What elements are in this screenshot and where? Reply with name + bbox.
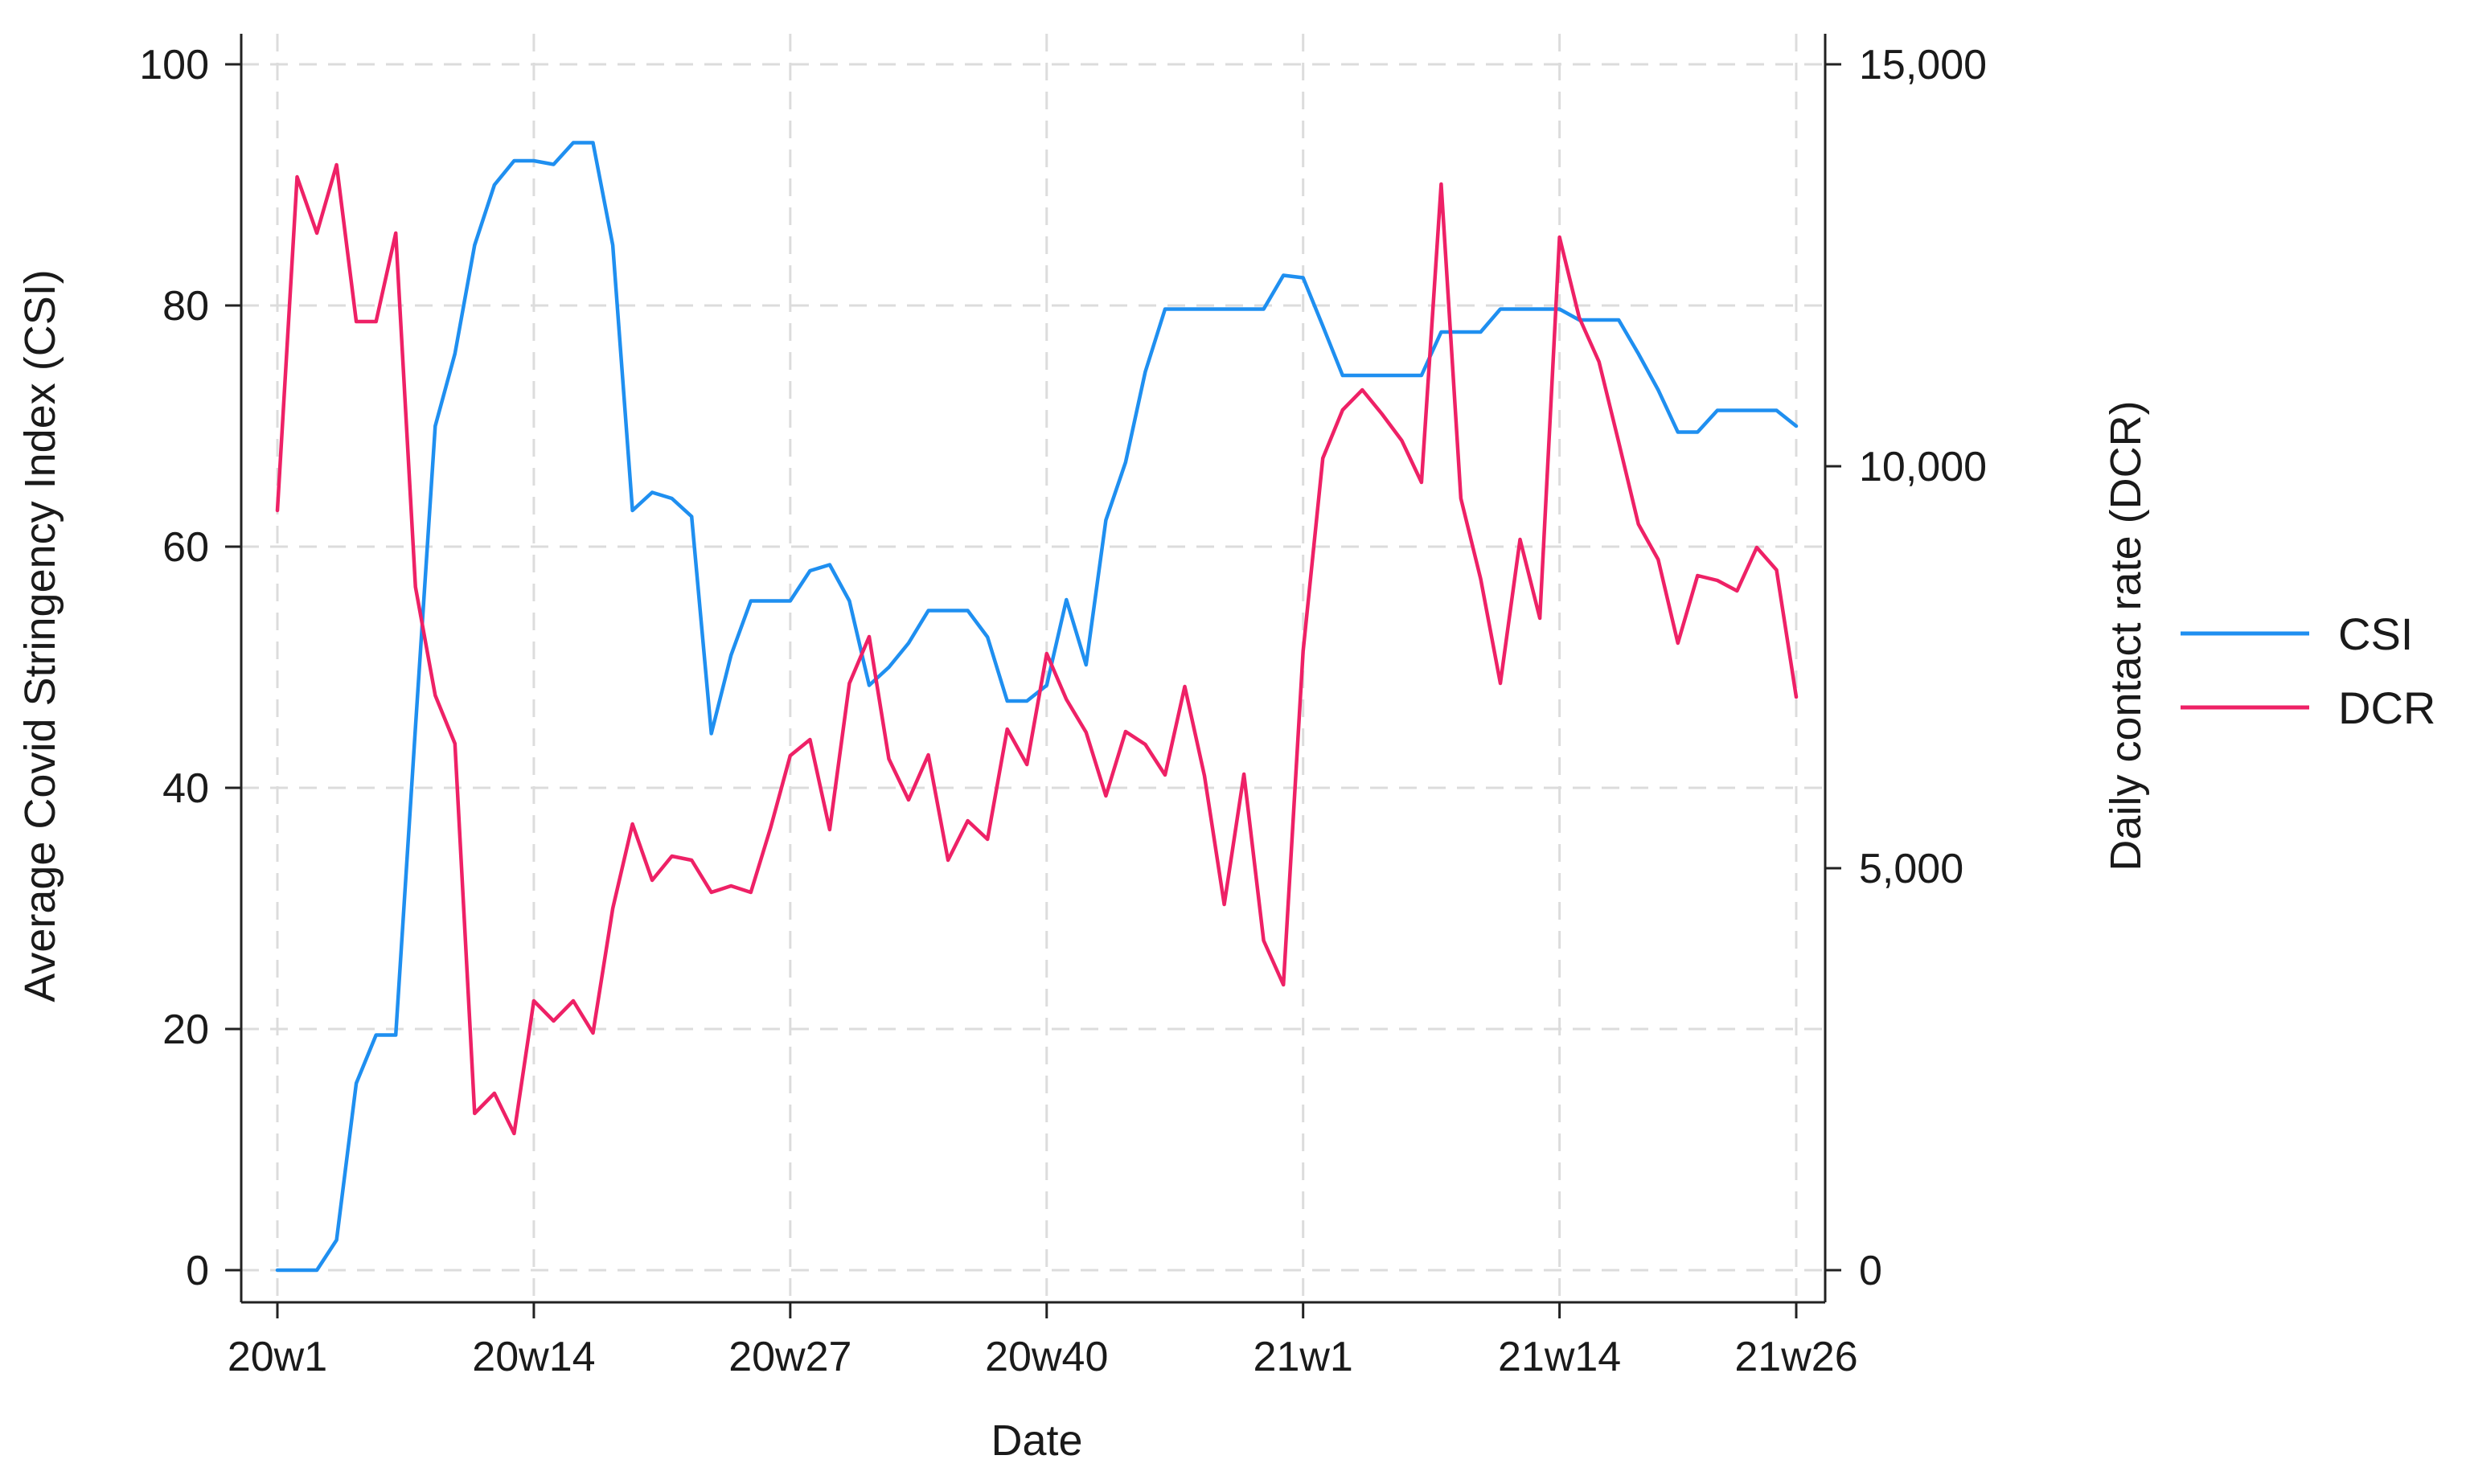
x-tick-label: 20w1 <box>228 1334 327 1380</box>
y-left-tick-label: 40 <box>162 765 209 812</box>
x-tick-label: 20w40 <box>985 1334 1108 1380</box>
x-tick-label: 21w26 <box>1734 1334 1857 1380</box>
y-left-tick-label: 20 <box>162 1006 209 1053</box>
x-tick-label: 20w14 <box>472 1334 595 1380</box>
y-right-tick-label: 10,000 <box>1859 444 1987 490</box>
x-tick-label: 21w1 <box>1254 1334 1353 1380</box>
legend: CSI DCR <box>2181 609 2435 733</box>
axes <box>240 34 1827 1304</box>
x-tick-label: 20w27 <box>728 1334 851 1380</box>
series-line-csi <box>275 141 1799 1273</box>
series-line-dcr <box>275 162 1799 1136</box>
x-tick-label: 21w14 <box>1498 1334 1621 1380</box>
y-left-tick-label: 60 <box>162 524 209 571</box>
ticks: 0 20 40 60 80 100 0 5,000 10,000 15,000 20w1 20w14 2… <box>139 42 1987 1380</box>
y-right-axis-title: Daily contact rate (DCR) <box>2102 400 2150 871</box>
series-layer <box>275 141 1799 1273</box>
y-left-tick-label: 0 <box>186 1248 209 1294</box>
legend-label-dcr: DCR <box>2338 683 2435 733</box>
grid <box>241 34 1825 1302</box>
y-right-tick-label: 5,000 <box>1859 846 1963 892</box>
legend-label-csi: CSI <box>2338 609 2413 659</box>
x-axis-title: Date <box>991 1416 1082 1465</box>
y-left-tick-label: 80 <box>162 283 209 330</box>
y-left-axis-title: Average Covid Stringency Index (CSI) <box>16 269 64 1002</box>
y-left-tick-label: 100 <box>139 42 209 88</box>
y-right-tick-label: 15,000 <box>1859 42 1987 88</box>
y-right-tick-label: 0 <box>1859 1248 1882 1294</box>
